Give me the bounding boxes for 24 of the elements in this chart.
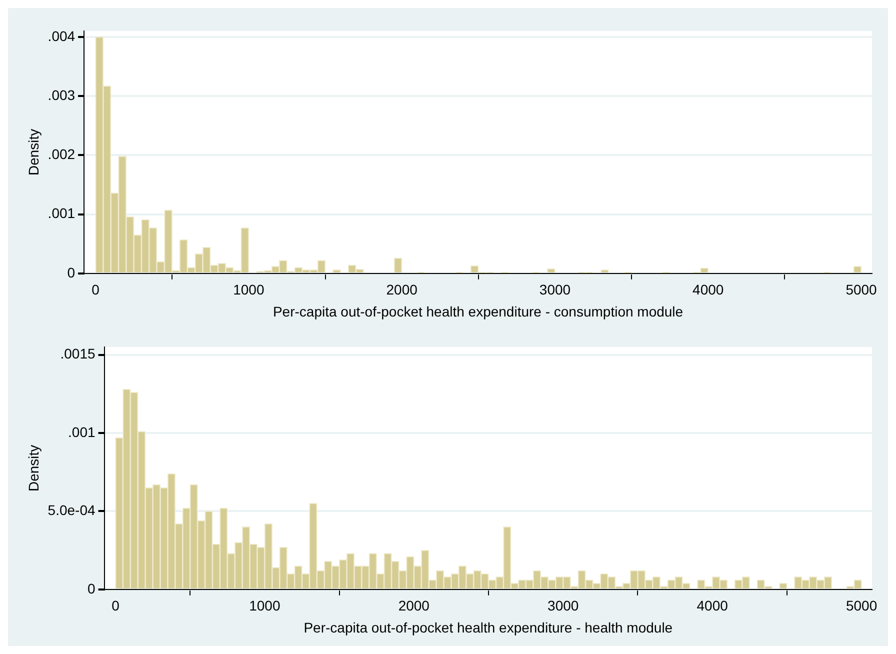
x-tick-label: 4000 xyxy=(696,598,728,614)
x-tick-label: 4000 xyxy=(692,282,724,298)
x-tick-label: 1000 xyxy=(233,282,264,298)
y-tick-label: 5.0e-04 xyxy=(48,502,96,518)
x-axis-title: Per-capita out-of-pocket health expenditure - health module xyxy=(304,619,673,636)
y-tick-label: .004 xyxy=(48,28,76,44)
x-tick-label: 5000 xyxy=(846,598,878,614)
y-axis-title: Density xyxy=(25,444,42,492)
y-tick-label: .003 xyxy=(48,86,76,103)
y-tick-label: .002 xyxy=(48,146,76,162)
x-tick-label: 5000 xyxy=(846,282,878,298)
y-tick-label: 0 xyxy=(87,580,96,596)
y-tick-label: .001 xyxy=(48,205,76,222)
y-tick-label: .0015 xyxy=(60,346,96,362)
x-tick-label: 2000 xyxy=(398,598,430,614)
x-tick-label: 3000 xyxy=(548,598,579,614)
y-tick-label: 0 xyxy=(67,264,76,280)
x-tick-label: 3000 xyxy=(539,282,571,298)
x-axis-title: Per-capita out-of-pocket health expenditure - consumption module xyxy=(272,303,684,320)
x-tick-label: 2000 xyxy=(386,282,418,298)
x-tick-label: 0 xyxy=(112,598,120,614)
x-tick-label: 1000 xyxy=(249,598,280,614)
y-axis-title: Density xyxy=(25,128,42,176)
y-tick-label: .001 xyxy=(68,424,96,440)
